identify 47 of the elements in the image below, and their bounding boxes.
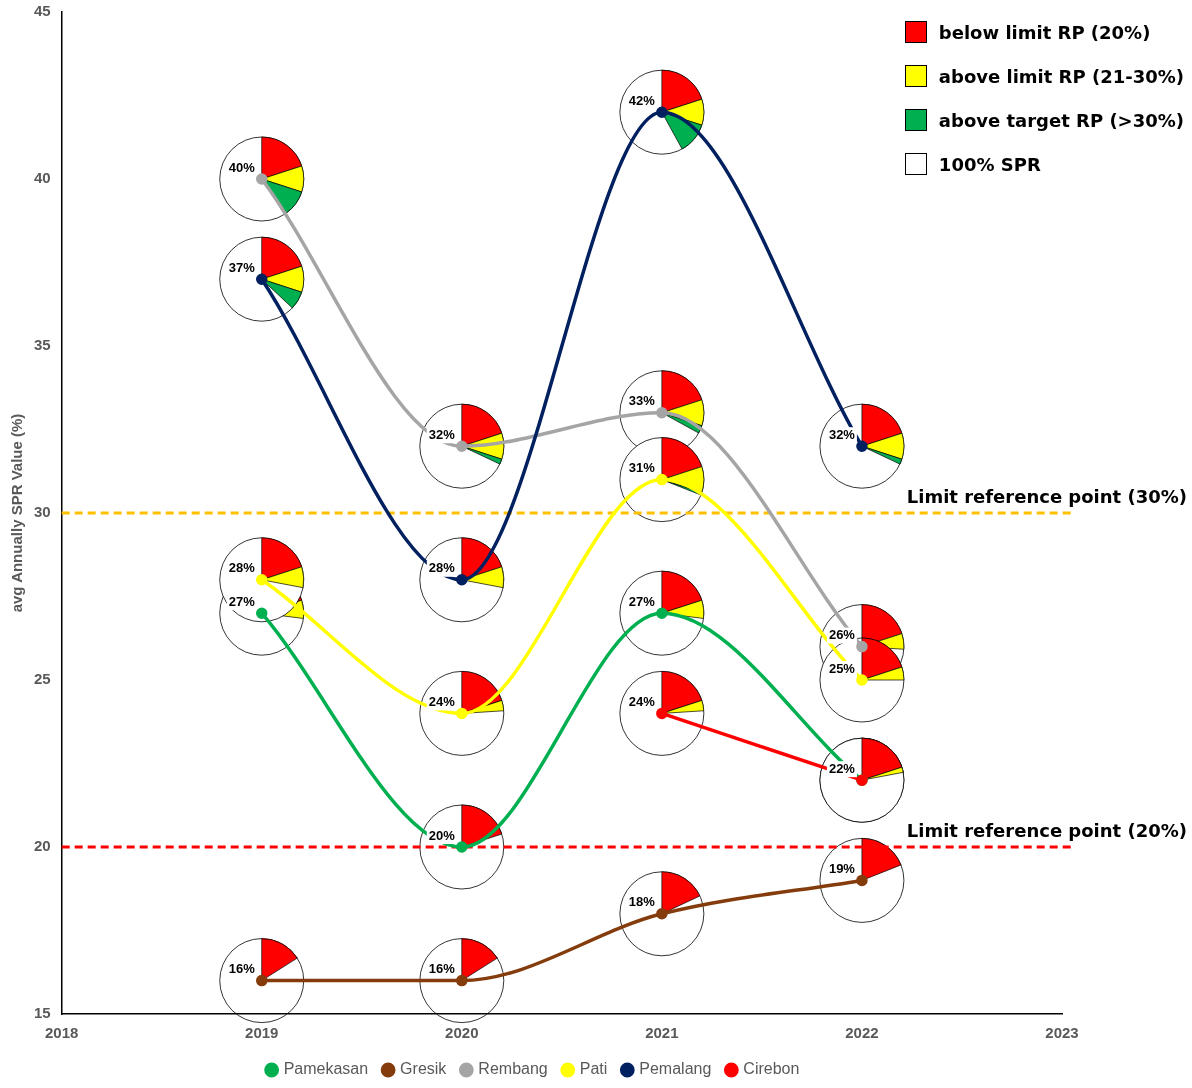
data-label: 22% [828, 760, 856, 776]
data-label: 28% [228, 560, 256, 576]
annotation: above limit RP (21-30%) [938, 65, 1184, 87]
data-label: 25% [828, 660, 856, 676]
legend-label: Pemalang [639, 1060, 712, 1078]
data-label: 42% [628, 92, 656, 108]
legend-label: Gresik [400, 1060, 448, 1078]
data-label: 32% [828, 426, 856, 442]
data-label: 24% [628, 693, 656, 709]
data-label: 24% [428, 693, 456, 709]
data-label: 20% [428, 827, 456, 843]
legend-label: Cirebon [743, 1060, 800, 1078]
annotation: above target RP (>30%) [938, 109, 1184, 131]
y-axis-title: avg Annually SPR Value (%) [8, 413, 26, 613]
y-tick-label: 15 [34, 1004, 51, 1022]
ref-line-label: Limit reference point (30%) [906, 485, 1187, 507]
data-label: 26% [828, 627, 856, 643]
annotation: 100% SPR [938, 153, 1041, 175]
annotation: below limit RP (20%) [938, 21, 1151, 43]
legend-label: Pamekasan [283, 1060, 369, 1078]
x-tick-label: 2020 [445, 1024, 479, 1042]
y-tick-label: 40 [34, 169, 51, 187]
data-label: 32% [428, 426, 456, 442]
y-tick-label: 25 [34, 670, 51, 688]
x-tick-label: 2023 [1045, 1024, 1079, 1042]
legend-label: Pati [579, 1060, 608, 1078]
data-label: 18% [628, 894, 656, 910]
data-label: 28% [428, 560, 456, 576]
x-tick-label: 2021 [645, 1024, 679, 1042]
data-label: 27% [228, 593, 256, 609]
data-label: 19% [828, 860, 856, 876]
data-label: 16% [228, 961, 256, 977]
data-label: 37% [228, 259, 256, 275]
data-label: 27% [628, 593, 656, 609]
y-tick-label: 45 [34, 2, 51, 20]
y-tick-label: 35 [34, 336, 51, 354]
data-label: 16% [428, 961, 456, 977]
data-label: 33% [628, 393, 656, 409]
data-label: 40% [228, 159, 256, 175]
y-tick-label: 30 [34, 503, 51, 521]
x-tick-label: 2018 [45, 1024, 79, 1042]
x-tick-label: 2022 [845, 1024, 879, 1042]
x-tick-label: 2019 [245, 1024, 279, 1042]
legend-label: Rembang [478, 1060, 548, 1078]
y-tick-label: 20 [34, 837, 51, 855]
ref-line-label: Limit reference point (20%) [906, 819, 1187, 841]
data-label: 31% [628, 460, 656, 476]
